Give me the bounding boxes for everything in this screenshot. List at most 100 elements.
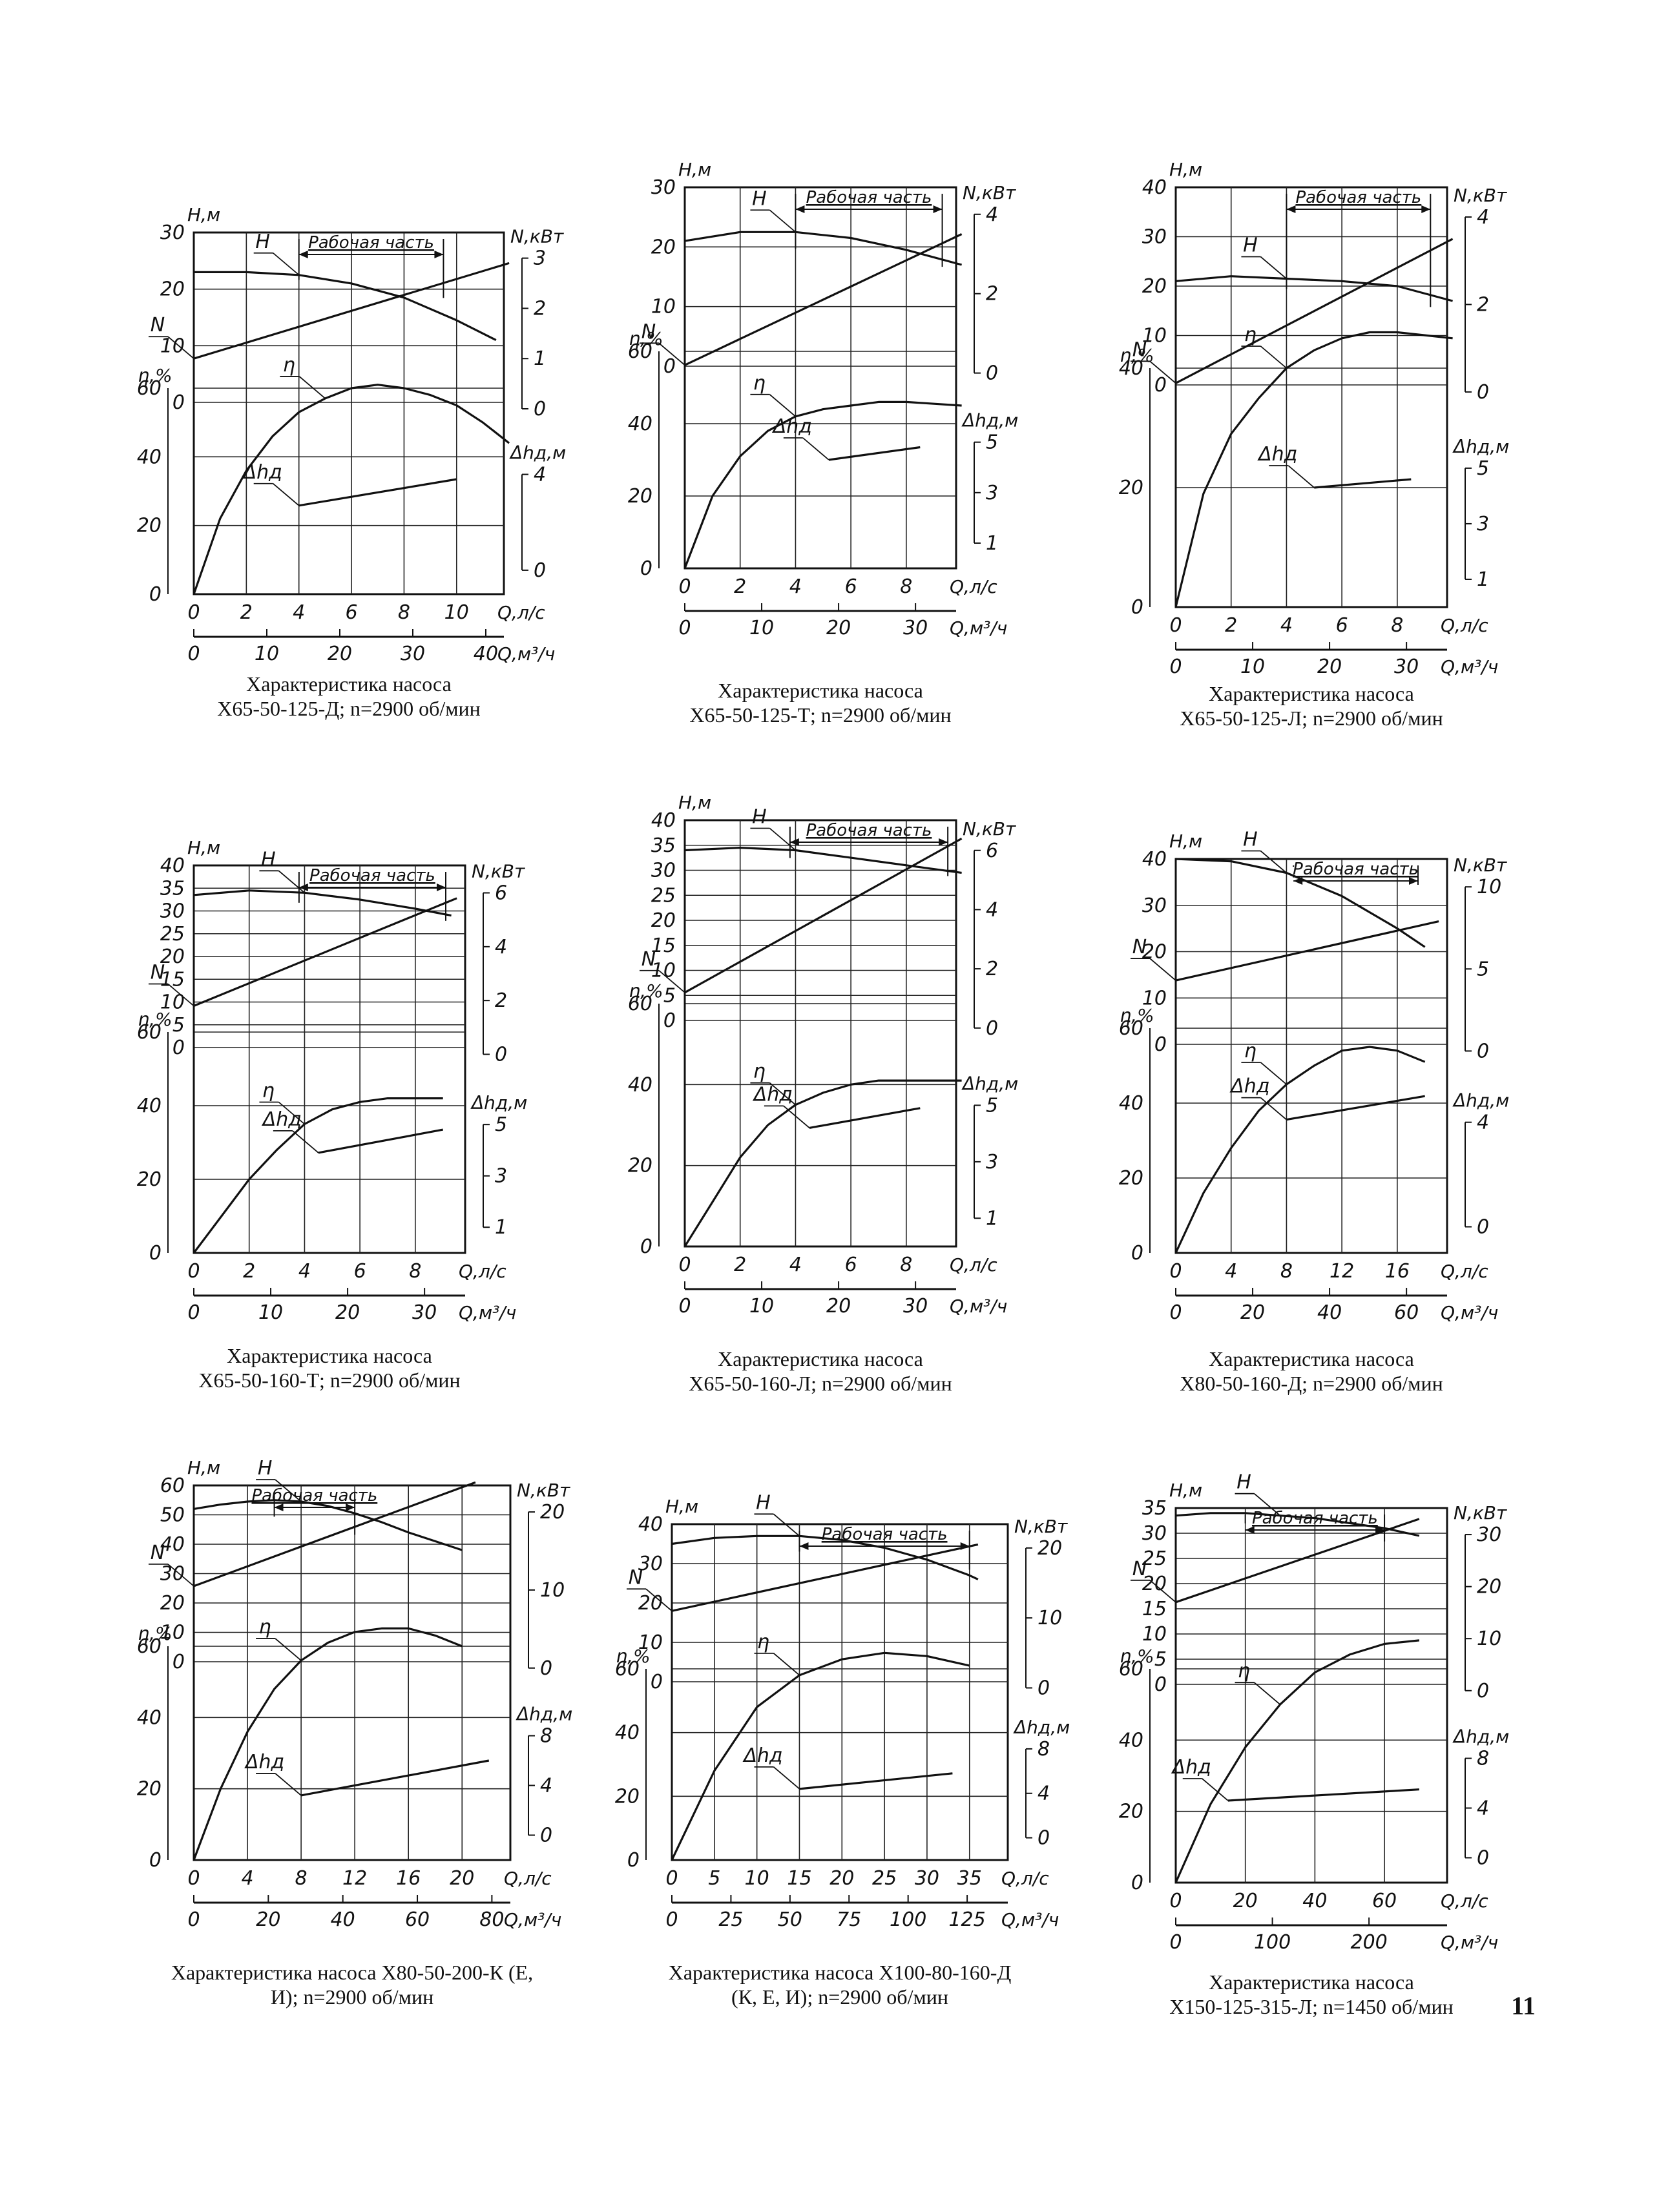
curve-label: Δhд (753, 1083, 793, 1106)
head-tick-label: 20 (160, 946, 185, 968)
curve-leader-line (1260, 346, 1288, 369)
head-tick-label: 10 (638, 1631, 663, 1654)
power-tick-label: 4 (1477, 206, 1489, 229)
efficiency-tick-label: 20 (1119, 1167, 1143, 1190)
npsh-tick-label: 3 (986, 482, 998, 504)
power-curve (193, 897, 457, 1007)
power-tick-label: 1 (534, 347, 546, 370)
head-tick-label: 10 (160, 1622, 185, 1644)
npsh-curve (1227, 1788, 1419, 1802)
curve-label: η (1244, 1040, 1257, 1062)
head-tick-label: 50 (160, 1504, 185, 1527)
q-m3h-tick-label: 125 (948, 1908, 985, 1931)
head-tick-label: 15 (1142, 1598, 1167, 1620)
q-ls-tick-label: 6 (845, 575, 857, 598)
head-tick-label: 30 (160, 222, 185, 244)
q-ls-tick-label: 6 (845, 1254, 857, 1276)
efficiency-tick-label: 40 (628, 1073, 652, 1096)
caption-line-2: Х65-50-160-Т; n=2900 об/мин (198, 1369, 461, 1392)
head-axis-label: H,м (1169, 1480, 1202, 1501)
q-m3h-tick-label: 10 (749, 1295, 774, 1318)
chart-svg: H,м0510152025303540η,%0204060N,кВт0246Δh… (628, 792, 1018, 1318)
power-tick-label: 20 (540, 1501, 565, 1524)
q-m3h-tick-label: 10 (749, 617, 774, 639)
curve-label: Δhд (1229, 1075, 1269, 1098)
npsh-curve (318, 1128, 443, 1154)
efficiency-curve (683, 400, 962, 569)
caption-line-2: Х150-125-315-Л; n=1450 об/мин (1169, 1995, 1454, 2018)
curve-label: η (753, 372, 766, 395)
q-m3h-axis-label: Q,м³/ч (1001, 1909, 1059, 1930)
q-m3h-tick-label: 30 (401, 643, 425, 665)
efficiency-tick-label: 40 (1119, 1092, 1143, 1115)
power-tick-label: 3 (534, 247, 546, 270)
head-tick-label: 25 (160, 923, 185, 946)
curve-leader-line (769, 1082, 797, 1106)
power-tick-label: 20 (1477, 1576, 1501, 1598)
efficiency-tick-label: 20 (1119, 1801, 1143, 1823)
q-m3h-tick-label: 0 (678, 617, 691, 639)
working-range-label: Рабочая часть (1293, 860, 1419, 879)
npsh-tick-label: 1 (986, 532, 998, 555)
curve-leader-line (275, 1638, 302, 1661)
q-ls-tick-label: 0 (187, 1260, 200, 1283)
efficiency-axis-label: η,% (138, 365, 172, 386)
head-tick-label: 30 (638, 1553, 663, 1575)
head-tick-label: 15 (651, 935, 676, 957)
power-axis-label: N,кВт (510, 226, 564, 247)
head-tick-label: 0 (1154, 1673, 1167, 1696)
q-m3h-tick-label: 10 (258, 1301, 283, 1324)
head-axis-label: H,м (678, 159, 711, 180)
head-curve (194, 271, 497, 342)
plot-frame (193, 1484, 512, 1861)
efficiency-tick-label: 20 (137, 1778, 162, 1801)
q-m3h-tick-label: 0 (187, 643, 200, 665)
head-curve (1175, 275, 1454, 302)
head-tick-label: 30 (651, 176, 676, 199)
npsh-curve (828, 446, 921, 461)
power-axis-label: N,кВт (1454, 854, 1507, 876)
efficiency-curve (193, 384, 510, 595)
q-ls-tick-label: 4 (1225, 1260, 1237, 1283)
npsh-tick-label: 4 (1477, 1111, 1489, 1134)
power-axis-label: N,кВт (1454, 185, 1507, 206)
power-tick-label: 30 (1477, 1524, 1501, 1546)
power-curve (193, 1481, 476, 1587)
curve-leader-line (773, 1513, 800, 1536)
chart-svg: H,м05101520253035η,%0204060N,кВт0102030Δ… (1119, 1471, 1509, 1954)
q-m3h-tick-label: 200 (1351, 1931, 1388, 1954)
curve-label: N (151, 1542, 165, 1564)
npsh-tick-label: 8 (540, 1725, 552, 1748)
head-tick-label: 5 (663, 984, 676, 1007)
npsh-tick-label: 0 (1477, 1216, 1489, 1239)
working-range-label: Рабочая часть (1295, 188, 1421, 207)
efficiency-tick-label: 60 (628, 340, 652, 363)
q-m3h-tick-label: 10 (1240, 656, 1265, 678)
q-ls-tick-label: 15 (787, 1867, 811, 1890)
curve-leader-line (1288, 465, 1315, 488)
head-curve (1175, 1512, 1420, 1537)
curve-label: Δhд (1257, 443, 1297, 466)
npsh-tick-label: 0 (534, 559, 546, 582)
q-m3h-tick-label: 80 (479, 1908, 504, 1931)
head-tick-label: 20 (651, 236, 676, 258)
caption-line-1: Характеристика насоса (227, 1344, 432, 1367)
curve-label: H (756, 1491, 771, 1514)
curve-leader-line (167, 336, 194, 359)
q-ls-tick-label: 2 (243, 1260, 255, 1283)
q-ls-tick-label: 10 (444, 601, 469, 624)
head-curve (1175, 858, 1426, 948)
curve-leader-line (658, 342, 685, 366)
efficiency-curve (1174, 331, 1453, 608)
curve-leader-line (167, 1564, 194, 1587)
plot-group: H,м0510152025303540η,%0204060N,кВт0246Δh… (137, 837, 527, 1324)
curve-label: N (629, 1566, 643, 1589)
working-range-arrowhead (434, 251, 444, 258)
curve-label: N (1132, 1558, 1147, 1580)
curve-leader-line (278, 1101, 306, 1125)
chart-caption: Характеристика насоса Х65-50-160-Л; n=290… (594, 1347, 1047, 1396)
efficiency-curve (193, 1627, 463, 1861)
head-tick-label: 0 (651, 1671, 663, 1693)
